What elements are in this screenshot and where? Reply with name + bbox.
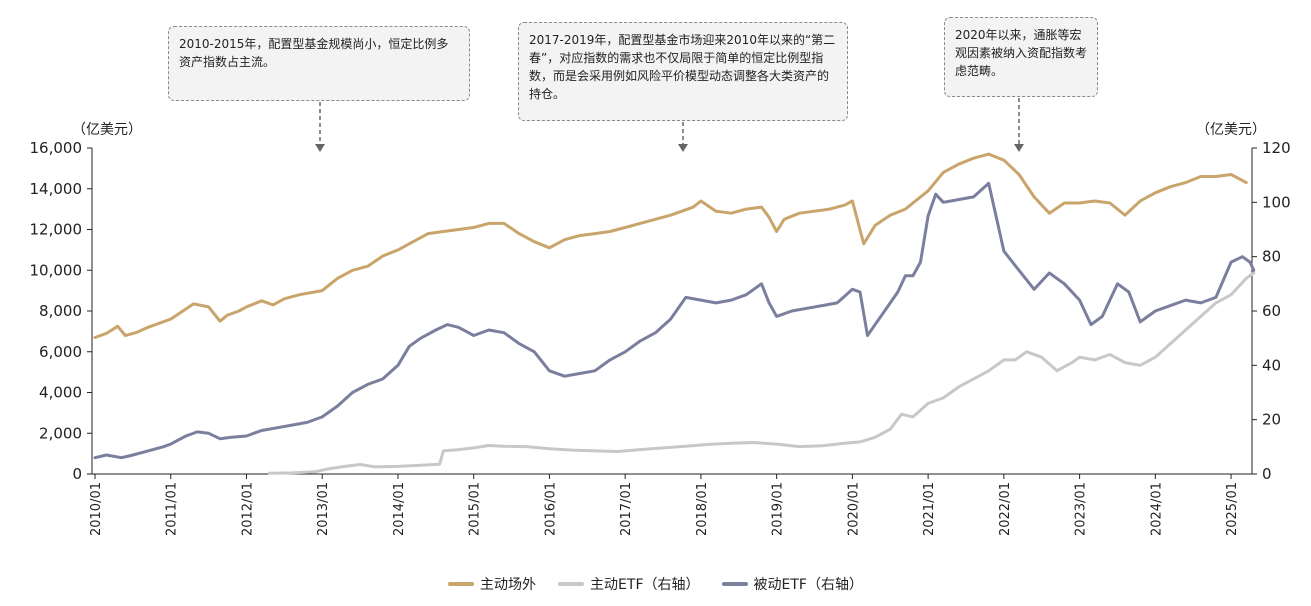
x-tick-label: 2021/01 — [922, 482, 937, 536]
annotation-arrowhead-1 — [678, 144, 688, 152]
annotation-2017-2019-text: 2017-2019年，配置型基金市场迎来2010年以来的“第二春”，对应指数的需… — [529, 33, 836, 101]
left-tick-label: 14,000 — [30, 180, 83, 198]
left-tick-label: 10,000 — [30, 261, 83, 279]
x-tick-label: 2016/01 — [543, 482, 558, 536]
legend-item-1: 主动ETF（右轴） — [558, 574, 700, 594]
right-tick-label: 60 — [1262, 302, 1281, 320]
annotation-2020-text: 2020年以来，通胀等宏观因素被纳入资配指数考虑范畴。 — [955, 28, 1088, 78]
x-tick-label: 2018/01 — [695, 482, 710, 536]
x-tick-label: 2020/01 — [846, 482, 861, 536]
legend-label: 主动场外 — [480, 577, 537, 593]
x-tick-label: 2024/01 — [1149, 482, 1164, 536]
right-tick-label: 120 — [1262, 139, 1291, 157]
right-axis-unit: （亿美元） — [1196, 122, 1266, 138]
annotation-2010-2015-text: 2010-2015年，配置型基金规模尚小，恒定比例多资产指数占主流。 — [179, 37, 449, 69]
right-tick-label: 0 — [1262, 465, 1272, 483]
left-tick-label: 6,000 — [39, 343, 82, 361]
tick-labels: 0 2,000 4,000 6,000 8,000 10,000 12,000 14,000 1… — [30, 122, 1291, 536]
x-tick-label: 2011/01 — [165, 482, 180, 536]
series-line-2 — [93, 181, 1256, 460]
legend-label: 主动ETF（右轴） — [590, 577, 700, 593]
right-tick-label: 80 — [1262, 248, 1281, 266]
x-tick-label: 2017/01 — [619, 482, 634, 536]
left-tick-label: 4,000 — [39, 384, 82, 402]
left-tick-label: 2,000 — [39, 424, 82, 442]
left-tick-label: 0 — [72, 465, 82, 483]
annotation-arrowhead-2 — [1014, 144, 1024, 152]
x-tick-label: 2025/01 — [1225, 482, 1240, 536]
series-lines — [93, 152, 1256, 475]
x-tick-label: 2019/01 — [771, 482, 786, 536]
annotation-2017-2019: 2017-2019年，配置型基金市场迎来2010年以来的“第二春”，对应指数的需… — [518, 22, 848, 121]
x-tick-label: 2022/01 — [998, 482, 1013, 536]
legend-swatch — [558, 582, 585, 586]
left-tick-label: 8,000 — [39, 302, 82, 320]
legend-item-0: 主动场外 — [448, 574, 536, 594]
x-tick-label: 2010/01 — [89, 482, 104, 536]
left-tick-label: 12,000 — [30, 221, 83, 239]
annotation-arrows — [315, 98, 1024, 152]
legend: 主动场外 主动ETF（右轴） 被动ETF（右轴） — [0, 574, 1311, 594]
legend-label: 被动ETF（右轴） — [753, 577, 863, 593]
x-tick-label: 2015/01 — [468, 482, 483, 536]
annotation-2020: 2020年以来，通胀等宏观因素被纳入资配指数考虑范畴。 — [944, 17, 1098, 97]
annotation-2010-2015: 2010-2015年，配置型基金规模尚小，恒定比例多资产指数占主流。 — [168, 26, 470, 101]
right-tick-label: 40 — [1262, 356, 1281, 374]
right-tick-label: 100 — [1262, 193, 1291, 211]
left-tick-label: 16,000 — [30, 139, 83, 157]
right-tick-label: 20 — [1262, 411, 1281, 429]
x-tick-label: 2014/01 — [392, 482, 407, 536]
series-line-1 — [267, 271, 1256, 475]
series-line-0 — [93, 152, 1248, 339]
left-axis-unit: （亿美元） — [72, 122, 142, 138]
x-tick-label: 2013/01 — [316, 482, 331, 536]
annotation-arrowhead-0 — [315, 144, 325, 152]
x-tick-label: 2023/01 — [1074, 482, 1089, 536]
legend-swatch — [448, 582, 475, 586]
legend-item-2: 被动ETF（右轴） — [721, 574, 863, 594]
legend-swatch — [721, 582, 748, 586]
x-tick-label: 2012/01 — [240, 482, 255, 536]
